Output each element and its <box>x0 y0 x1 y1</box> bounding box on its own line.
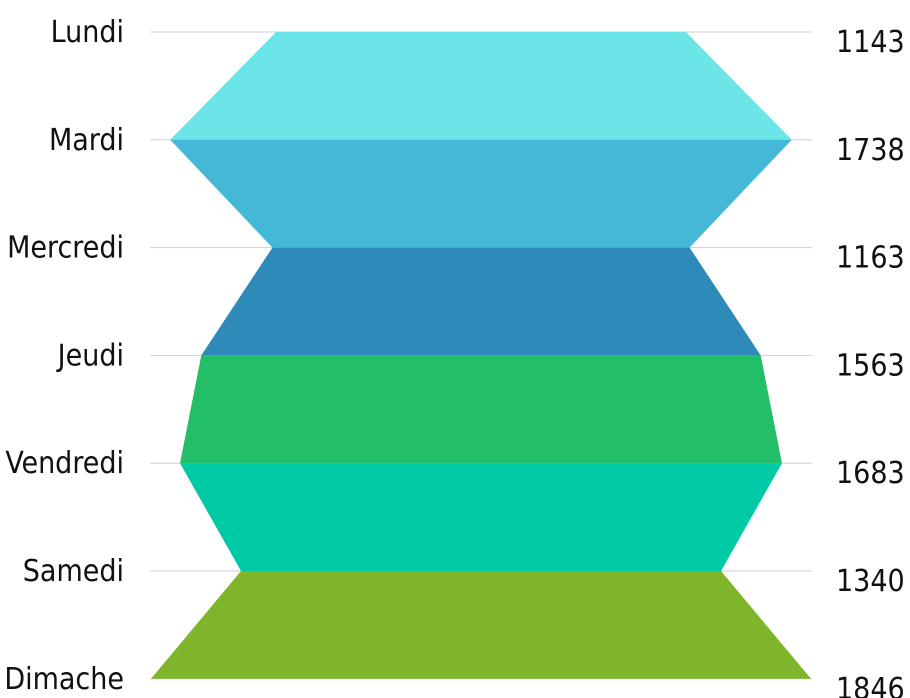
funnel-segment-vendredi <box>180 463 782 571</box>
value-label-mercredi: 1163 <box>836 241 905 276</box>
funnel-segment-jeudi <box>180 355 782 464</box>
funnel-segments <box>151 32 811 679</box>
category-label-samedi: Samedi <box>23 554 124 589</box>
funnel-segment-lundi <box>170 32 792 140</box>
category-label-lundi: Lundi <box>51 15 124 50</box>
category-label-mardi: Mardi <box>49 123 124 158</box>
category-label-vendredi: Vendredi <box>5 446 124 481</box>
labels: Lundi 1143 Mardi 1738 Mercredi 1163 Jeudi 1563 V… <box>4 15 904 698</box>
value-label-vendredi: 1683 <box>836 456 905 491</box>
value-label-mardi: 1738 <box>836 133 905 168</box>
category-label-dimache: Dimache <box>4 662 124 697</box>
value-label-lundi: 1143 <box>836 25 905 60</box>
funnel-segment-samedi <box>151 571 811 679</box>
value-label-jeudi: 1563 <box>836 348 905 383</box>
value-label-samedi: 1340 <box>836 564 905 599</box>
value-label-dimache: 1846 <box>836 672 905 698</box>
category-label-jeudi: Jeudi <box>56 338 124 373</box>
funnel-segment-mercredi <box>201 247 761 356</box>
category-label-mercredi: Mercredi <box>7 231 124 266</box>
funnel-segment-mardi <box>170 139 792 248</box>
